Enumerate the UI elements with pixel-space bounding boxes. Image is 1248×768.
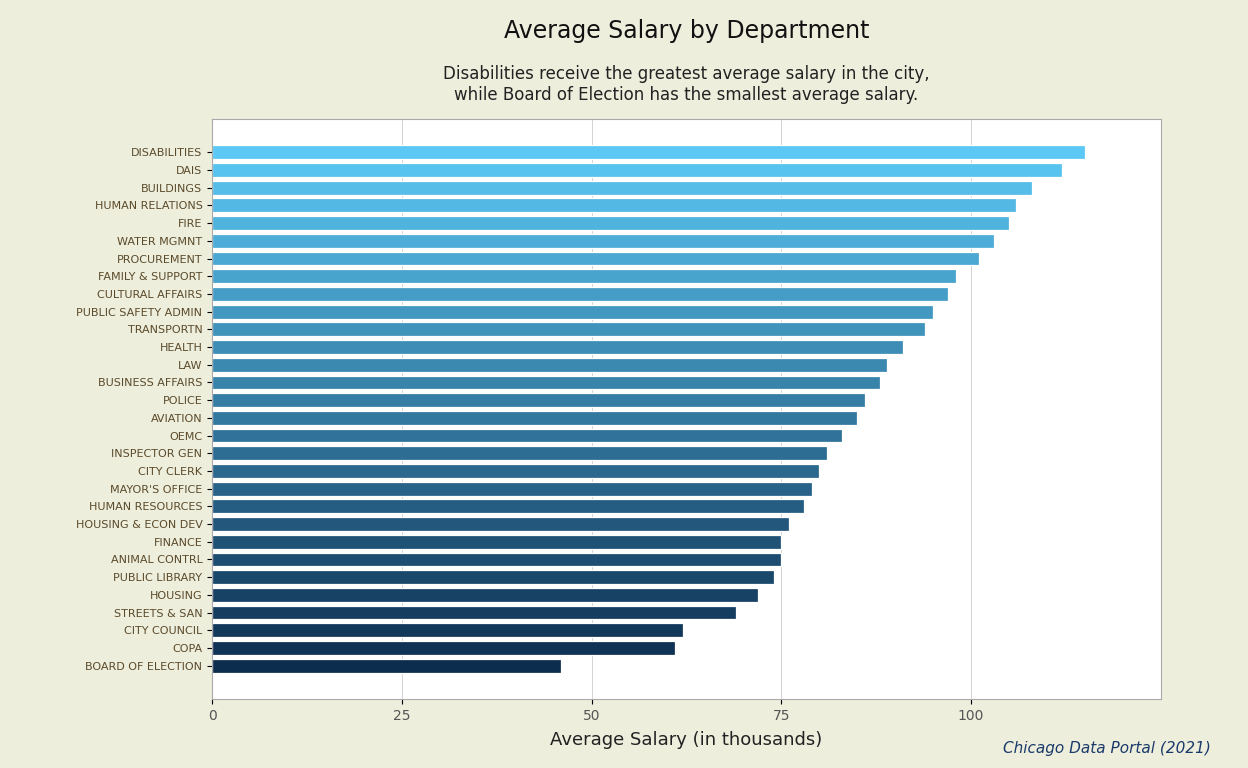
Bar: [212, 376, 880, 389]
Text: Chicago Data Portal (2021): Chicago Data Portal (2021): [1002, 741, 1211, 756]
Bar: [212, 624, 683, 637]
Bar: [212, 217, 1008, 230]
Text: Disabilities receive the greatest average salary in the city,
while Board of Ele: Disabilities receive the greatest averag…: [443, 65, 930, 104]
Bar: [212, 340, 902, 354]
Bar: [212, 358, 887, 372]
Bar: [212, 641, 675, 655]
Bar: [212, 429, 842, 442]
Bar: [212, 499, 804, 513]
Bar: [212, 163, 1062, 177]
Bar: [212, 606, 736, 620]
Bar: [212, 446, 826, 460]
Bar: [212, 180, 1032, 194]
Bar: [212, 393, 865, 407]
Bar: [212, 535, 781, 548]
Bar: [212, 305, 934, 319]
Bar: [212, 323, 926, 336]
Bar: [212, 464, 819, 478]
Bar: [212, 659, 562, 673]
Bar: [212, 411, 857, 425]
Bar: [212, 287, 948, 301]
Bar: [212, 517, 789, 531]
Bar: [212, 552, 781, 566]
Bar: [212, 570, 774, 584]
Bar: [212, 588, 759, 601]
X-axis label: Average Salary (in thousands): Average Salary (in thousands): [550, 731, 822, 749]
Bar: [212, 145, 1085, 159]
Bar: [212, 234, 993, 248]
Bar: [212, 252, 978, 266]
Bar: [212, 198, 1016, 212]
Bar: [212, 270, 956, 283]
Text: Average Salary by Department: Average Salary by Department: [504, 19, 869, 43]
Bar: [212, 482, 811, 495]
